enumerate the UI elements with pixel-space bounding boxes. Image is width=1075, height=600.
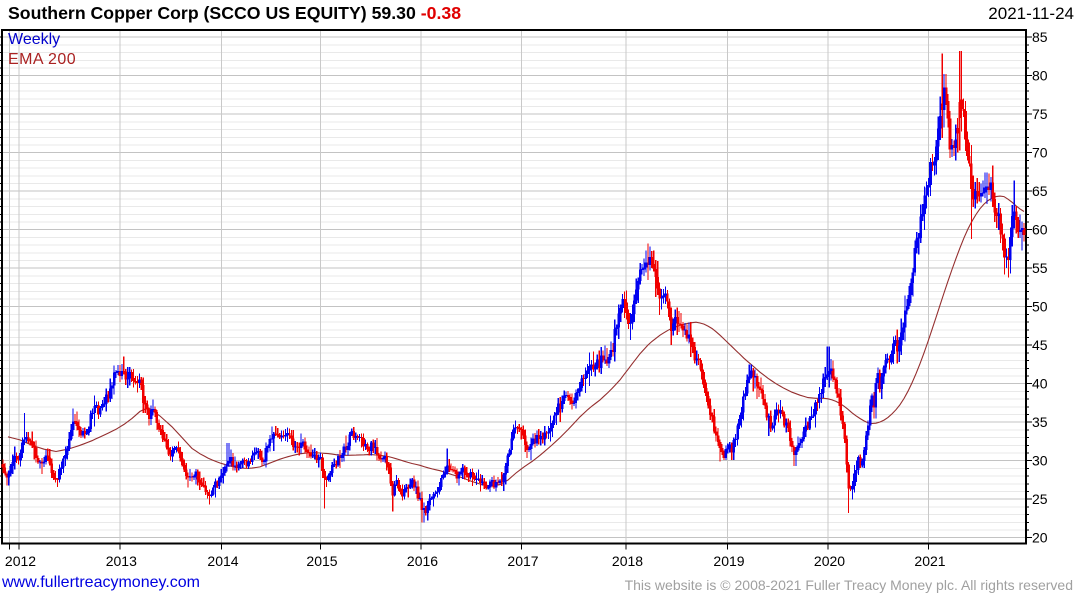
svg-text:35: 35 (1032, 414, 1048, 430)
svg-text:2016: 2016 (407, 553, 438, 569)
svg-text:50: 50 (1032, 299, 1048, 315)
svg-text:40: 40 (1032, 376, 1048, 392)
svg-text:30: 30 (1032, 453, 1048, 469)
svg-text:2015: 2015 (306, 553, 337, 569)
svg-text:65: 65 (1032, 183, 1048, 199)
svg-text:2014: 2014 (207, 553, 238, 569)
svg-text:45: 45 (1032, 337, 1048, 353)
svg-text:2018: 2018 (612, 553, 643, 569)
svg-text:20: 20 (1032, 530, 1048, 546)
svg-text:2021: 2021 (914, 553, 945, 569)
svg-text:55: 55 (1032, 260, 1048, 276)
svg-text:2012: 2012 (5, 553, 36, 569)
svg-text:2020: 2020 (814, 553, 845, 569)
svg-text:75: 75 (1032, 106, 1048, 122)
svg-text:60: 60 (1032, 222, 1048, 238)
svg-text:2013: 2013 (106, 553, 137, 569)
svg-text:85: 85 (1032, 29, 1048, 45)
svg-text:70: 70 (1032, 145, 1048, 161)
svg-text:80: 80 (1032, 68, 1048, 84)
svg-text:2019: 2019 (713, 553, 744, 569)
svg-text:25: 25 (1032, 491, 1048, 507)
svg-text:2017: 2017 (507, 553, 538, 569)
